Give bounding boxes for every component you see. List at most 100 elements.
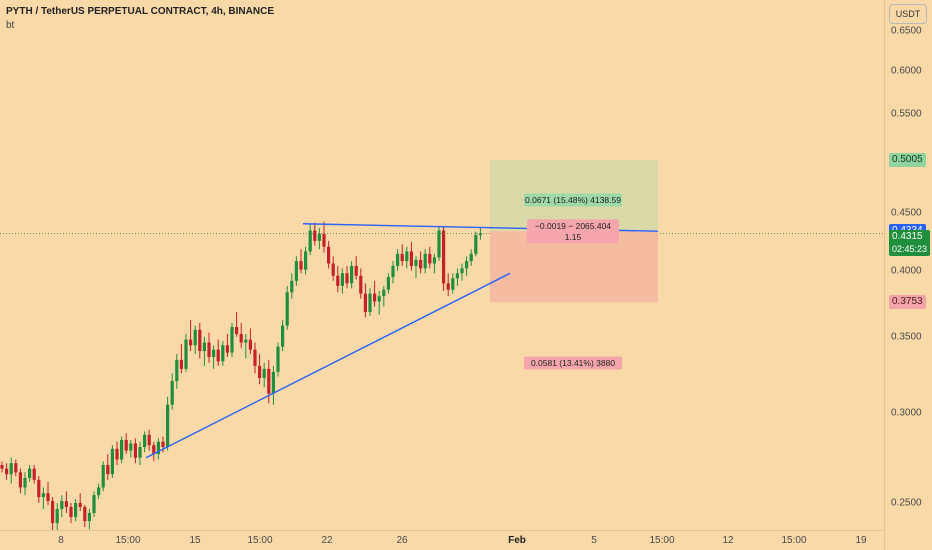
time-axis[interactable]: 8 15:00 15 15:00 22 26 Feb 5 15:00 12 15:00 19 [0, 530, 884, 550]
candle-body [336, 275, 340, 286]
candle [373, 280, 377, 307]
candle [446, 273, 450, 297]
candle-body [281, 325, 285, 347]
profit-label: 0.0671 (15.48%) 4138.59 [524, 193, 622, 207]
candle-body [391, 265, 395, 278]
price-tick: 0.4000 [891, 265, 922, 277]
candle-body [41, 493, 45, 498]
candle [143, 431, 147, 453]
candle [317, 228, 321, 250]
candle [391, 261, 395, 284]
candle-body [396, 253, 400, 266]
candle [32, 464, 36, 484]
candle-body [51, 501, 55, 524]
candle-body [308, 230, 312, 252]
candle [69, 503, 73, 524]
candle-body [0, 464, 4, 469]
candle-body [409, 251, 413, 266]
candle-body [175, 359, 179, 382]
candle [258, 354, 262, 385]
candle [327, 240, 331, 269]
candle [60, 495, 64, 518]
last-price-tag: 0.4315 02:45:23 [889, 230, 931, 257]
candle [469, 249, 473, 266]
candle [451, 273, 455, 294]
candle [304, 246, 308, 275]
profit-label-text: 0.0671 (15.48%) 4138.59 [525, 195, 621, 205]
candle-body [83, 506, 87, 522]
stop-price-tag: 0.3753 [889, 295, 926, 310]
candle-body [386, 277, 390, 290]
candle [179, 343, 183, 374]
loss-label-bg [524, 356, 622, 370]
candles [0, 221, 482, 530]
time-tick: 15:00 [649, 535, 675, 546]
candle [437, 225, 441, 262]
candle-body [161, 441, 165, 448]
candle [262, 362, 266, 388]
candle [386, 273, 390, 294]
candle [138, 441, 142, 465]
candle-body [32, 468, 36, 480]
candle [18, 468, 22, 494]
candle-body [230, 327, 234, 353]
candle [294, 256, 298, 286]
candle [152, 441, 156, 462]
candle [46, 481, 50, 505]
target-price-tag-value: 0.5005 [892, 154, 923, 166]
candle-body [271, 371, 275, 394]
candle [313, 222, 317, 246]
candle [115, 441, 119, 465]
candle-body [432, 257, 436, 264]
candle-body [469, 253, 473, 262]
candle-body [455, 273, 459, 279]
price-tick: 0.3500 [891, 331, 922, 343]
price-tick: 0.6000 [891, 65, 922, 77]
candle-body [331, 263, 335, 276]
candle [281, 320, 285, 352]
candle-body [179, 359, 183, 369]
candle-body [64, 501, 68, 507]
candle-body [340, 273, 344, 286]
candle-body [101, 464, 105, 488]
candle [83, 504, 87, 528]
price-chart[interactable]: 0.0671 (15.48%) 4138.59 −0.0019 − 2065.40… [0, 0, 884, 530]
candle [189, 320, 193, 352]
candle [225, 333, 229, 357]
candle-body [46, 493, 50, 502]
candle [14, 459, 18, 477]
indicator-label[interactable]: bt [6, 20, 15, 31]
candle [478, 227, 482, 240]
center-label-line1: −0.0019 − 2065.404 [535, 221, 611, 231]
candle-body [276, 346, 280, 372]
candle [124, 433, 128, 455]
candle-body [87, 512, 91, 522]
candle [271, 365, 275, 405]
candle-body [189, 339, 193, 346]
price-axis[interactable]: USDT 0.6500 0.6000 0.5500 0.4500 0.4000 0.350… [884, 0, 932, 550]
candle [322, 221, 326, 253]
time-tick: 19 [855, 535, 867, 546]
candle-body [23, 477, 27, 488]
time-tick: 8 [58, 535, 64, 546]
candle [193, 325, 197, 355]
candle-body [267, 368, 271, 394]
time-tick: 15:00 [247, 535, 273, 546]
candle [409, 242, 413, 271]
time-tick: 15 [189, 535, 201, 546]
time-tick: Feb [508, 535, 526, 546]
candle [156, 438, 160, 460]
candle-body [419, 259, 423, 269]
candle [290, 273, 294, 299]
candle-body [129, 443, 133, 451]
candle-body [253, 349, 257, 366]
price-tick: 0.5500 [891, 108, 922, 120]
candle [110, 445, 114, 478]
chart-area[interactable]: 0.0671 (15.48%) 4138.59 −0.0019 − 2065.40… [0, 0, 884, 530]
candle-body [405, 251, 409, 262]
candle [221, 341, 225, 366]
candle-body [78, 503, 82, 507]
currency-button[interactable]: USDT [889, 4, 927, 24]
candle [0, 461, 4, 473]
candle [74, 499, 78, 522]
